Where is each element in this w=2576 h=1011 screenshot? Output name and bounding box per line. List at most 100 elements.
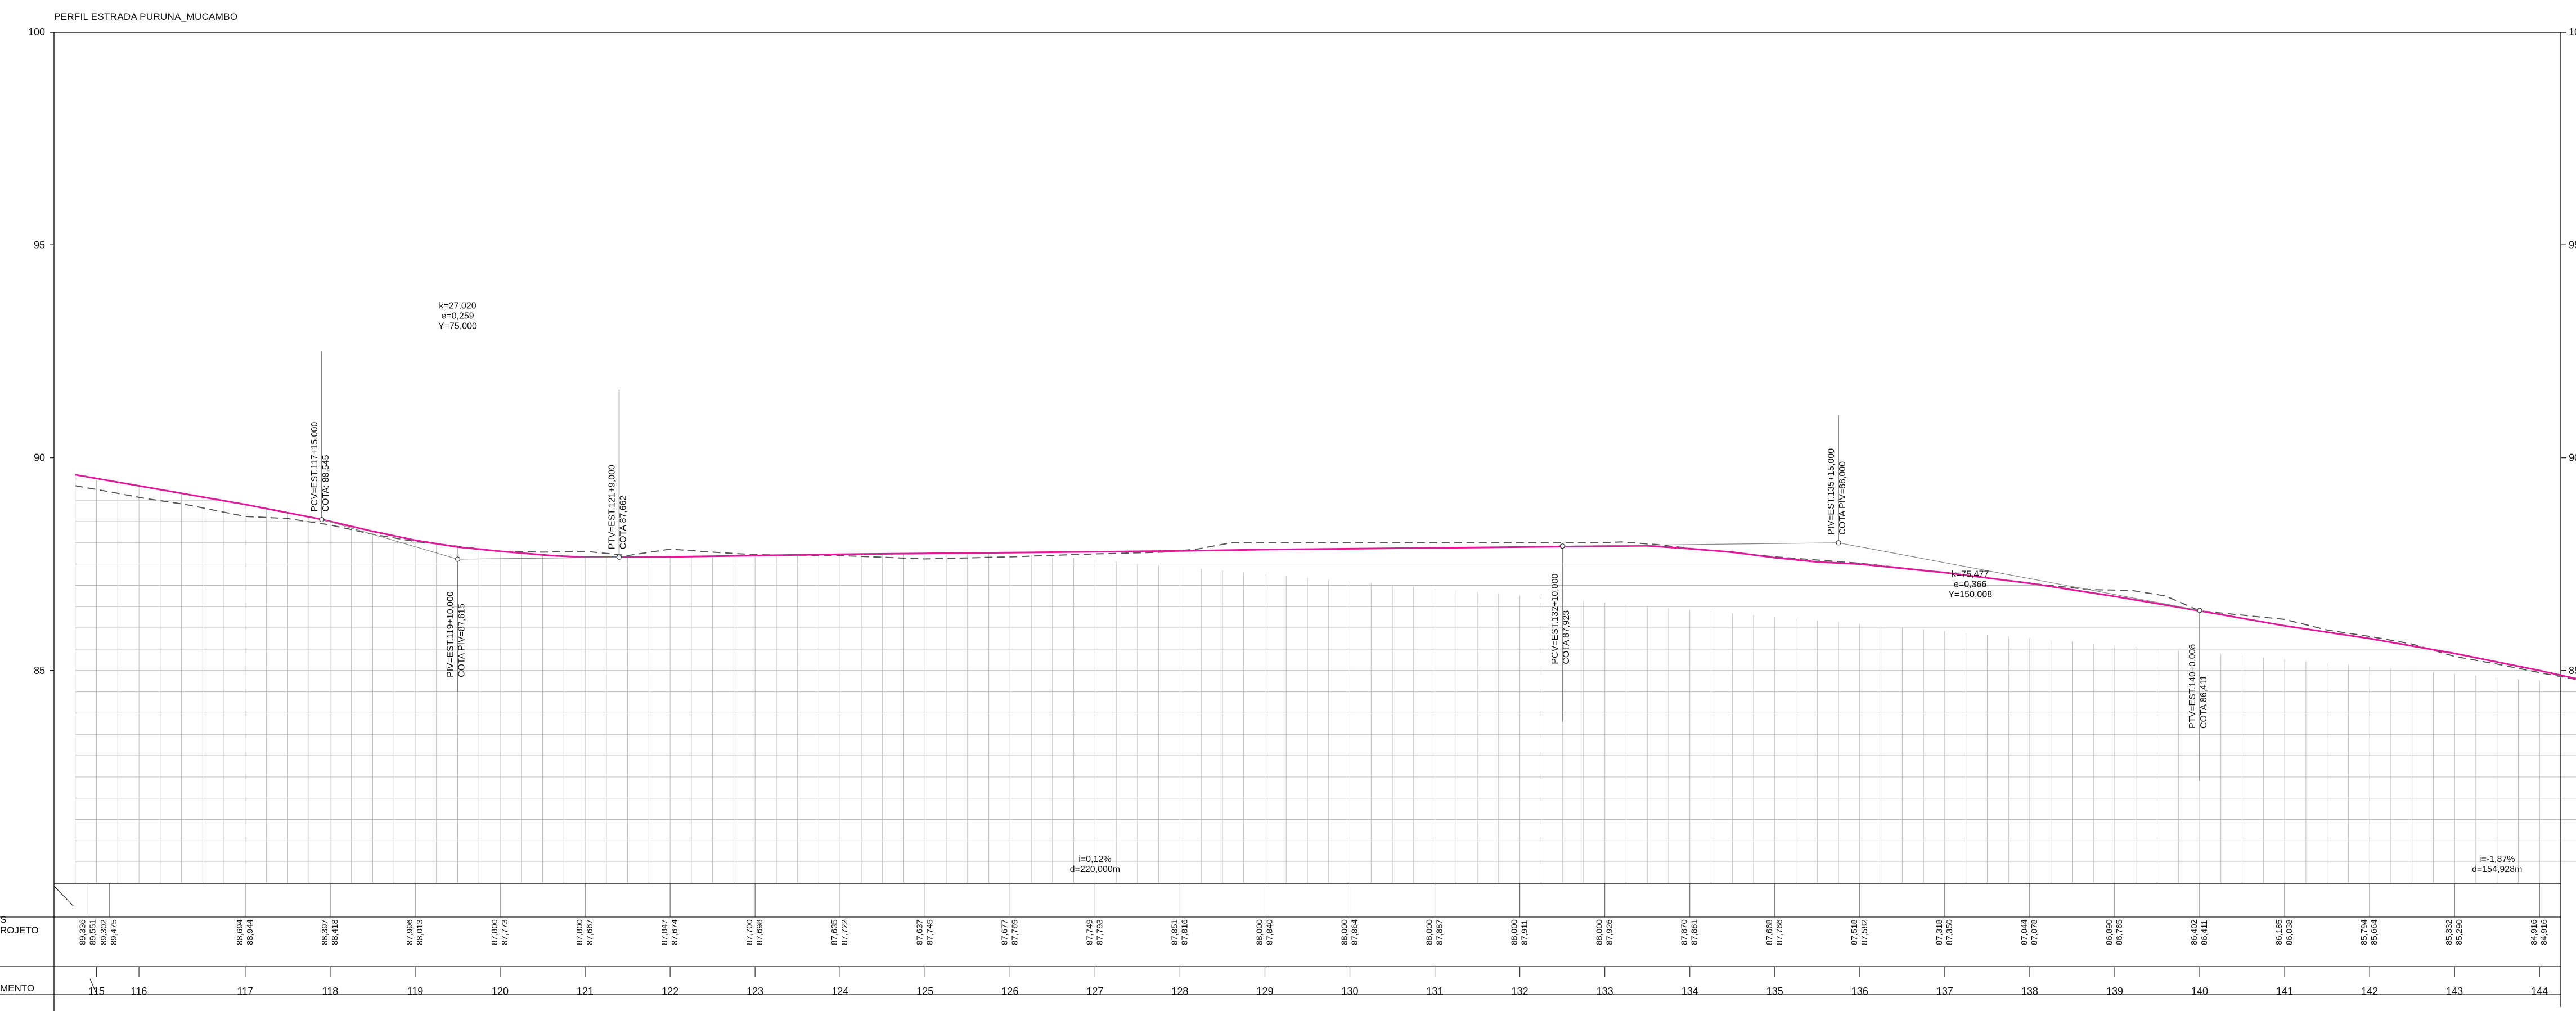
cota-projeto: 86,038 bbox=[2285, 919, 2294, 945]
note-text: e=0,366 bbox=[1954, 579, 1986, 589]
note-text: d=154,928m bbox=[2472, 865, 2522, 874]
mark-label: PIV=EST.135+15,000 bbox=[1827, 448, 1836, 535]
row-label: MENTO bbox=[0, 983, 34, 994]
cota-terreno: 88,000 bbox=[1340, 919, 1350, 945]
cota-terreno: 87,668 bbox=[1765, 919, 1774, 945]
mark-point bbox=[1559, 543, 1565, 549]
mark-point bbox=[1836, 540, 1841, 546]
cota-projeto: 87,840 bbox=[1265, 919, 1274, 945]
cota-projeto: 87,667 bbox=[585, 919, 595, 945]
station-label: 144 bbox=[2531, 986, 2548, 997]
grid bbox=[75, 32, 2576, 883]
note-text: k=75,477 bbox=[1952, 569, 1989, 579]
point-terreno bbox=[2454, 656, 2455, 657]
mark-point bbox=[616, 554, 622, 560]
cota-projeto: 86,765 bbox=[2115, 919, 2124, 945]
station-label: 132 bbox=[1512, 986, 1528, 997]
mark-label: COTA: 88,545 bbox=[321, 455, 331, 511]
note-text: e=0,259 bbox=[441, 312, 474, 321]
grid-mask bbox=[75, 32, 2576, 679]
cota-terreno: 87,635 bbox=[830, 919, 839, 945]
cota-projeto: 87,816 bbox=[1180, 919, 1189, 945]
cota-terreno: 85,332 bbox=[2444, 919, 2454, 945]
cota-projeto: 87,911 bbox=[1520, 920, 1530, 945]
cota-terreno: 87,700 bbox=[745, 919, 754, 945]
vertical-marks: PCV=EST.117+15,000 COTA: 88,545 PTV=EST.12… bbox=[310, 351, 2209, 781]
cota-projeto: 87,881 bbox=[1690, 919, 1700, 945]
cota-terreno: 87,749 bbox=[1085, 919, 1094, 945]
y-axis: 100 100 95 95 90 90 85 85 bbox=[28, 26, 2576, 676]
cota-projeto: 88,013 bbox=[415, 919, 425, 945]
note-text: Y=75,000 bbox=[438, 322, 477, 331]
note-text: d=220,000m bbox=[1070, 865, 1120, 874]
y-tick-label: 85 bbox=[34, 665, 45, 676]
station-label: 140 bbox=[2191, 986, 2208, 997]
station-label: 124 bbox=[831, 986, 848, 997]
cota-terreno: 88,000 bbox=[1425, 919, 1435, 945]
station-label: 136 bbox=[1851, 986, 1868, 997]
y-tick-label-right: 95 bbox=[2569, 239, 2576, 250]
cota-terreno: 88,397 bbox=[320, 919, 330, 945]
station-label: 127 bbox=[1086, 986, 1103, 997]
cota-projeto: 87,887 bbox=[1435, 919, 1445, 945]
y-tick-label-right: 85 bbox=[2569, 665, 2576, 676]
cota-projeto: 87,766 bbox=[1775, 919, 1784, 945]
mark-label: COTA 87,923 bbox=[1562, 610, 1571, 664]
drawing-title: PERFIL ESTRADA PURUNA_MUCAMBO bbox=[54, 11, 238, 22]
cota-terreno: 88,694 bbox=[235, 919, 245, 945]
station-label: 143 bbox=[2446, 986, 2463, 997]
station-label: 115 bbox=[88, 986, 105, 997]
cota-terreno: 87,044 bbox=[2020, 919, 2029, 945]
station-label: 117 bbox=[237, 986, 254, 997]
cota-projeto: 89,551 bbox=[88, 919, 97, 945]
point-terreno bbox=[109, 491, 110, 492]
station-label: 142 bbox=[2361, 986, 2378, 997]
cota-terreno: 86,185 bbox=[2274, 919, 2284, 945]
station-label: 138 bbox=[2021, 986, 2038, 997]
cota-projeto: 87,793 bbox=[1095, 919, 1104, 945]
mark-label: PTV=EST.121+9,000 bbox=[607, 465, 617, 549]
station-label: 130 bbox=[1342, 986, 1359, 997]
note-text: i=0,12% bbox=[1078, 855, 1111, 864]
station-label: 129 bbox=[1256, 986, 1273, 997]
station-label: 125 bbox=[916, 986, 933, 997]
cota-terreno: 87,800 bbox=[575, 919, 585, 945]
station-label: 121 bbox=[577, 986, 594, 997]
station-label: 133 bbox=[1597, 986, 1613, 997]
y-tick-label: 90 bbox=[34, 452, 45, 464]
cota-terreno: 85,794 bbox=[2359, 919, 2369, 945]
cota-projeto: 89,475 bbox=[109, 919, 119, 945]
series-terreno bbox=[75, 485, 2576, 680]
y-tick-label-right: 90 bbox=[2569, 452, 2576, 464]
mark-label: PIV=EST.119+10,000 bbox=[446, 591, 455, 677]
station-label: 122 bbox=[662, 986, 678, 997]
cota-projeto: 85,664 bbox=[2370, 919, 2379, 945]
station-label: 139 bbox=[2106, 986, 2123, 997]
cota-projeto: 87,698 bbox=[755, 919, 765, 945]
note-text: k=27,020 bbox=[439, 302, 476, 311]
series-projeto bbox=[75, 474, 2576, 680]
station-label: 123 bbox=[747, 986, 763, 997]
station-label: 120 bbox=[492, 986, 509, 997]
cota-projeto: 87,864 bbox=[1350, 919, 1360, 945]
station-label: 116 bbox=[131, 986, 147, 997]
cota-terreno: 89,336 bbox=[78, 919, 87, 945]
mark-label: PTV=EST.140+0,008 bbox=[2188, 644, 2197, 729]
mark-label: PCV=EST.117+15,000 bbox=[310, 422, 320, 512]
cota-terreno: 87,996 bbox=[405, 919, 415, 945]
cota-projeto: 87,926 bbox=[1605, 919, 1615, 945]
cota-projeto: 84,916 bbox=[2539, 919, 2549, 945]
note-text: i=-1,87% bbox=[2479, 855, 2515, 864]
cota-projeto: 87,773 bbox=[500, 919, 510, 945]
cota-projeto: 87,722 bbox=[840, 919, 849, 945]
mark-label: COTA PIV=88,000 bbox=[1838, 461, 1847, 535]
point-terreno bbox=[2539, 672, 2540, 673]
station-label: 137 bbox=[1936, 986, 1953, 997]
cota-terreno: 87,870 bbox=[1680, 919, 1689, 945]
cota-projeto: 85,290 bbox=[2454, 919, 2464, 945]
cota-projeto: 87,674 bbox=[670, 919, 680, 945]
note-text: Y=150,008 bbox=[1948, 590, 1992, 599]
